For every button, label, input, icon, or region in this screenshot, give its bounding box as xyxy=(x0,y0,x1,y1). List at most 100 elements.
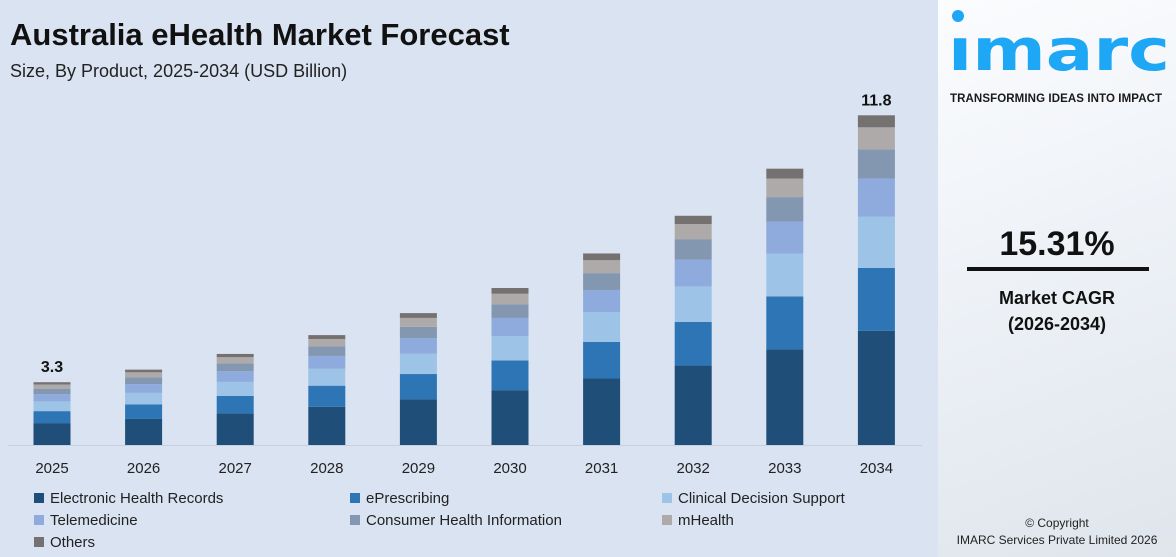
bar-segment-2028-0 xyxy=(308,406,346,445)
x-tick-label: 2033 xyxy=(768,460,801,477)
bar-segment-2030-1 xyxy=(491,360,529,391)
bar-segment-2031-3 xyxy=(583,289,621,313)
svg-text:ımarc: ımarc xyxy=(948,16,1170,84)
bar-segment-2028-1 xyxy=(308,385,346,407)
tagline: TRANSFORMING IDEAS INTO IMPACT xyxy=(950,93,1163,105)
data-label: 11.8 xyxy=(861,92,891,109)
brand-panel: ımarc TRANSFORMING IDEAS INTO IMPACT 15.… xyxy=(938,0,1176,557)
bar-segment-2027-0 xyxy=(216,413,254,445)
x-tick-label: 2026 xyxy=(127,460,160,477)
legend-label: Clinical Decision Support xyxy=(678,490,845,507)
bar-segment-2034-1 xyxy=(857,267,895,331)
legend-label: Electronic Health Records xyxy=(50,490,224,507)
legend-swatch xyxy=(662,515,672,525)
bar-segment-2030-5 xyxy=(491,293,529,305)
chart-panel: Australia eHealth Market Forecast Size, … xyxy=(8,17,922,552)
legend-swatch xyxy=(350,493,360,503)
bar-segment-2033-2 xyxy=(766,253,804,297)
x-tick-label: 2034 xyxy=(860,460,893,477)
bar-segment-2026-2 xyxy=(125,392,163,405)
legend-item: Consumer Health Information xyxy=(350,512,562,530)
bar-segment-2028-2 xyxy=(308,368,346,386)
legend-label: Others xyxy=(50,534,96,551)
bar-segment-2029-0 xyxy=(399,399,437,445)
bar-segment-2034-2 xyxy=(857,216,895,268)
cagr-value: 15.31% xyxy=(999,225,1115,263)
legend-item: Others xyxy=(34,534,95,552)
bar-segment-2030-2 xyxy=(491,336,529,361)
bar-segment-2026-4 xyxy=(125,377,163,385)
chart-subtitle: Size, By Product, 2025-2034 (USD Billion… xyxy=(10,61,348,81)
x-tick-label: 2028 xyxy=(310,460,343,477)
bar-segment-2027-1 xyxy=(216,396,254,414)
bar-segment-2025-3 xyxy=(33,394,71,402)
bar-segment-2031-2 xyxy=(583,312,621,342)
chart-title: Australia eHealth Market Forecast xyxy=(10,17,510,52)
bar-segment-2027-3 xyxy=(216,371,254,382)
legend-label: Consumer Health Information xyxy=(366,512,562,529)
bar-segment-2027-4 xyxy=(216,363,254,372)
legend-item: Telemedicine xyxy=(34,512,138,530)
x-tick-label: 2029 xyxy=(402,460,435,477)
bar-segment-2032-6 xyxy=(674,215,712,225)
bar-segment-2031-5 xyxy=(583,260,621,274)
bar-segment-2025-4 xyxy=(33,388,71,395)
bar-segment-2025-0 xyxy=(33,423,71,445)
bar-segment-2030-0 xyxy=(491,390,529,445)
bar-segment-2033-4 xyxy=(766,197,804,222)
x-tick-label: 2030 xyxy=(493,460,526,477)
cagr-label: Market CAGR (2026-2034) xyxy=(938,285,1176,337)
bar-segment-2025-5 xyxy=(33,384,71,389)
bar-segment-2029-3 xyxy=(399,338,437,354)
data-label: 3.3 xyxy=(41,359,63,376)
copyright: © Copyright IMARC Services Private Limit… xyxy=(938,515,1176,549)
legend-item: ePrescribing xyxy=(350,490,449,508)
legend-swatch xyxy=(350,515,360,525)
bar-segment-2028-3 xyxy=(308,355,346,369)
legend-item: Electronic Health Records xyxy=(34,490,223,508)
imarc-logo: ımarc xyxy=(948,10,1170,84)
bar-segment-2025-1 xyxy=(33,411,71,424)
bar-segment-2027-5 xyxy=(216,357,254,364)
legend-label: Telemedicine xyxy=(50,512,138,529)
legend-swatch xyxy=(34,493,44,503)
bar-segment-2033-5 xyxy=(766,178,804,198)
bar-segment-2030-4 xyxy=(491,304,529,318)
bar-segment-2033-0 xyxy=(766,349,804,445)
bar-segment-2034-4 xyxy=(857,149,895,179)
bar-segment-2028-5 xyxy=(308,338,346,347)
legend-item: Clinical Decision Support xyxy=(662,490,845,508)
bar-segment-2033-1 xyxy=(766,296,804,350)
bar-segment-2027-6 xyxy=(216,353,254,358)
bar-segment-2025-2 xyxy=(33,401,71,412)
bar-segment-2029-5 xyxy=(399,317,437,327)
bar-segment-2030-6 xyxy=(491,288,529,294)
bar-segment-2031-1 xyxy=(583,341,621,379)
bar-segment-2029-4 xyxy=(399,326,437,339)
bar-segment-2032-4 xyxy=(674,239,712,260)
bar-segment-2029-1 xyxy=(399,374,437,400)
bar-segment-2032-0 xyxy=(674,365,712,445)
bar-segment-2034-0 xyxy=(857,330,895,445)
bar-segment-2026-1 xyxy=(125,404,163,419)
bar-segment-2031-6 xyxy=(583,253,621,261)
bar-segment-2032-1 xyxy=(674,321,712,366)
divider xyxy=(967,267,1149,271)
bar-segment-2027-2 xyxy=(216,381,254,397)
bar-segment-2033-6 xyxy=(766,168,804,179)
x-tick-label: 2031 xyxy=(585,460,618,477)
bar-segment-2029-2 xyxy=(399,353,437,375)
copyright-owner: IMARC Services Private Limited 2026 xyxy=(956,533,1158,547)
legend-swatch xyxy=(662,493,672,503)
legend-item: mHealth xyxy=(662,512,734,530)
x-tick-label: 2025 xyxy=(35,460,68,477)
bar-segment-2032-5 xyxy=(674,224,712,240)
stacked-bar-chart: 2025 3.3 2026 2027 2028 2029 2030 2031 2032 2033 2… xyxy=(8,92,922,477)
bar-segment-2033-3 xyxy=(766,221,804,254)
bar-segment-2030-3 xyxy=(491,317,529,337)
bar-segment-2028-6 xyxy=(308,335,346,339)
legend-label: mHealth xyxy=(678,512,734,529)
bar-segment-2028-4 xyxy=(308,346,346,356)
bar-segment-2025-6 xyxy=(33,382,71,385)
legend-swatch xyxy=(34,515,44,525)
